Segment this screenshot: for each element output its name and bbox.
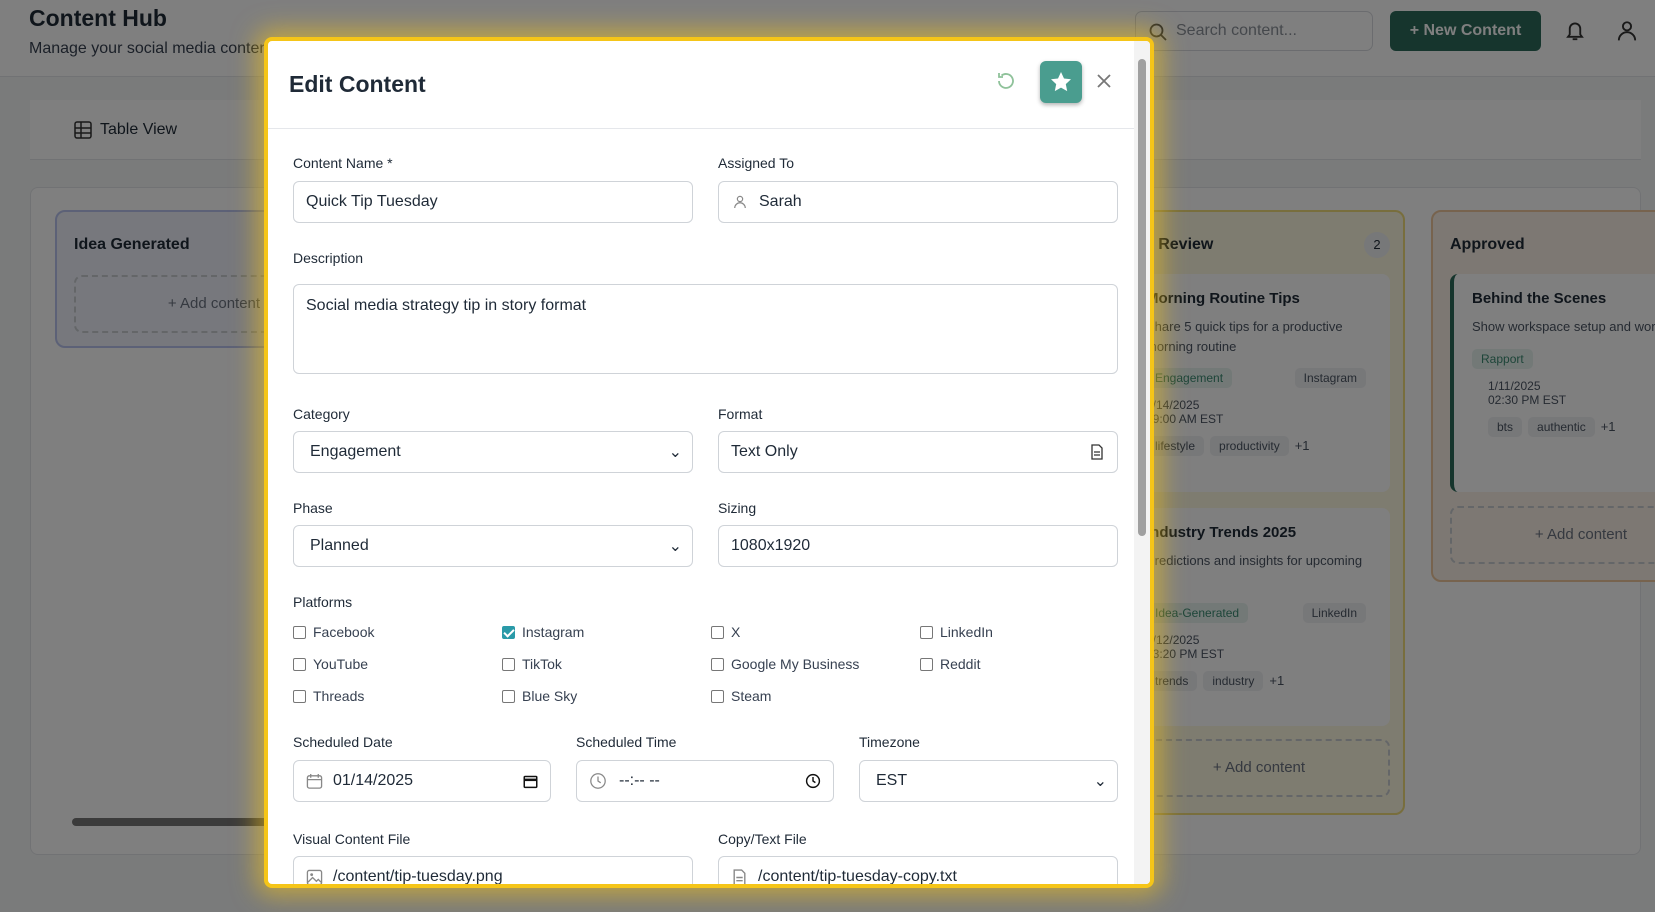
visual-file-label: Visual Content File (293, 831, 411, 847)
scheduled-time-label: Scheduled Time (576, 734, 677, 750)
calendar-icon (306, 773, 323, 789)
platform-checkbox-threads[interactable]: Threads (293, 688, 364, 704)
timezone-label: Timezone (859, 734, 920, 750)
copy-file-value: /content/tip-tuesday-copy.txt (758, 868, 957, 885)
visual-file-input[interactable]: /content/tip-tuesday.png (293, 856, 693, 885)
user-icon (734, 195, 746, 209)
content-name-label: Content Name * (293, 155, 393, 171)
phase-value: Planned (310, 537, 369, 554)
platforms-label: Platforms (293, 594, 353, 610)
format-value: Text Only (731, 443, 798, 460)
description-value: Social media strategy tip in story forma… (306, 297, 587, 314)
scheduled-time-value: --:-- -- (619, 772, 660, 789)
platform-label: Blue Sky (522, 688, 578, 704)
assigned-to-label: Assigned To (718, 155, 795, 171)
platform-label: YouTube (313, 656, 369, 672)
platform-checkbox-youtube[interactable]: YouTube (293, 656, 368, 672)
checkbox[interactable] (502, 657, 515, 671)
platform-checkbox-facebook[interactable]: Facebook (293, 624, 374, 640)
platform-label: LinkedIn (940, 624, 993, 640)
platform-label: Threads (313, 688, 365, 704)
phase-select[interactable]: Planned ⌄ (293, 525, 693, 567)
document-icon (1091, 444, 1103, 460)
description-textarea[interactable]: Social media strategy tip in story forma… (293, 284, 1118, 374)
checkbox[interactable] (711, 689, 724, 703)
content-name-value: Quick Tip Tuesday (306, 193, 438, 210)
platform-checkbox-reddit[interactable]: Reddit (920, 656, 980, 672)
assigned-to-value: Sarah (759, 193, 802, 210)
copy-file-label: Copy/Text File (718, 831, 807, 847)
content-name-input[interactable]: Quick Tip Tuesday (293, 181, 693, 223)
clock-icon (590, 773, 606, 789)
chevron-down-icon: ⌄ (668, 538, 682, 555)
category-select[interactable]: Engagement ⌄ (293, 431, 693, 473)
close-icon[interactable] (1094, 71, 1114, 91)
scheduled-date-value: 01/14/2025 (333, 772, 414, 789)
copy-file-input[interactable]: /content/tip-tuesday-copy.txt (718, 856, 1118, 885)
scheduled-time-input[interactable]: --:-- -- (576, 760, 834, 802)
reset-icon[interactable] (994, 69, 1018, 93)
checkbox[interactable] (711, 657, 724, 671)
checkbox[interactable] (502, 689, 515, 703)
visual-file-value: /content/tip-tuesday.png (333, 868, 503, 885)
platform-checkbox-tiktok[interactable]: TikTok (502, 656, 562, 672)
timezone-value: EST (876, 772, 908, 789)
scheduled-date-label: Scheduled Date (293, 734, 393, 750)
scheduled-date-input[interactable]: 01/14/2025 (293, 760, 551, 802)
platform-checkbox-x[interactable]: X (711, 624, 740, 640)
platform-checkbox-blue-sky[interactable]: Blue Sky (502, 688, 577, 704)
timezone-select[interactable]: EST ⌄ (859, 760, 1118, 802)
assigned-to-input[interactable]: Sarah (718, 181, 1118, 223)
star-icon (1051, 72, 1071, 92)
document-icon (733, 868, 746, 884)
checkbox[interactable] (920, 657, 933, 671)
phase-label: Phase (293, 500, 333, 516)
sizing-value: 1080x1920 (731, 537, 811, 554)
edit-content-modal: Edit Content Content Name * Quick Tip Tu… (264, 37, 1154, 888)
platform-checkbox-steam[interactable]: Steam (711, 688, 771, 704)
sizing-label: Sizing (718, 500, 757, 516)
platform-label: X (731, 624, 741, 640)
checkbox[interactable] (711, 625, 724, 639)
description-label: Description (293, 250, 364, 266)
calendar-picker-icon[interactable] (523, 774, 538, 789)
checkbox[interactable] (920, 625, 933, 639)
format-input[interactable]: Text Only (718, 431, 1118, 473)
checkbox[interactable] (293, 689, 306, 703)
checkbox[interactable] (293, 657, 306, 671)
modal-scrollbar-thumb[interactable] (1138, 59, 1146, 536)
checkbox[interactable] (502, 625, 515, 639)
format-label: Format (718, 406, 763, 422)
category-value: Engagement (310, 443, 401, 460)
chevron-down-icon: ⌄ (1093, 773, 1107, 790)
checkbox[interactable] (293, 625, 306, 639)
platform-label: Reddit (940, 656, 981, 672)
platform-label: Google My Business (731, 656, 860, 672)
platform-label: Instagram (522, 624, 585, 640)
platform-label: Facebook (313, 624, 375, 640)
header-divider (268, 128, 1150, 129)
modal-title: Edit Content (289, 71, 426, 97)
platform-checkbox-instagram[interactable]: Instagram (502, 624, 584, 640)
image-icon (306, 869, 323, 884)
favorite-button[interactable] (1040, 61, 1082, 103)
platform-label: Steam (731, 688, 772, 704)
platform-checkbox-google-my-business[interactable]: Google My Business (711, 656, 859, 672)
platform-checkbox-linkedin[interactable]: LinkedIn (920, 624, 993, 640)
time-picker-icon[interactable] (805, 773, 821, 789)
sizing-input[interactable]: 1080x1920 (718, 525, 1118, 567)
category-label: Category (293, 406, 350, 422)
chevron-down-icon: ⌄ (668, 444, 682, 461)
platform-label: TikTok (522, 656, 562, 672)
